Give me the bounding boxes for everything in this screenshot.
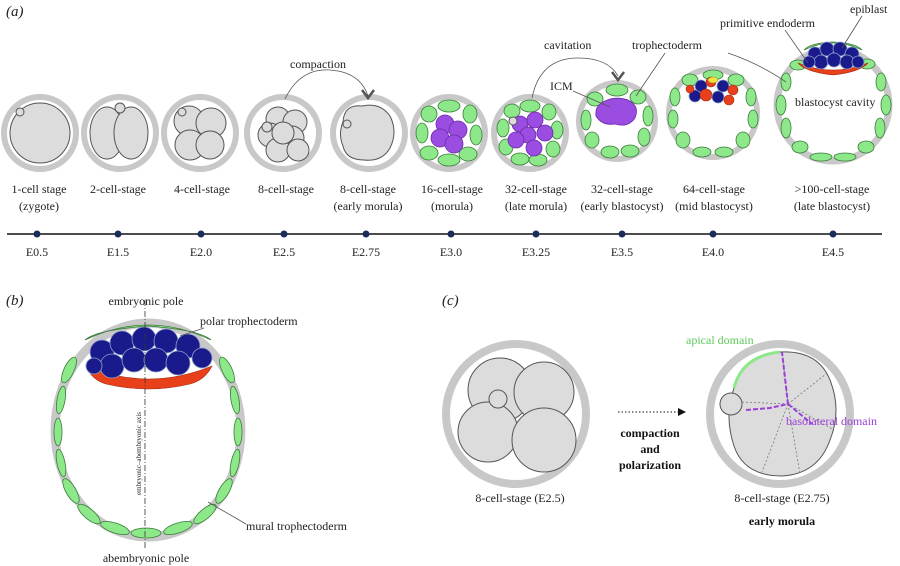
timeline-labels: E0.5 E1.5 E2.0 E2.5 E2.75 E3.0 E3.25 E3.…	[26, 245, 844, 259]
timeline-point	[709, 230, 717, 238]
blastocyst-cavity-label: blastocyst cavity	[795, 95, 875, 109]
primitive-endoderm-label: primitive endoderm	[720, 16, 816, 30]
trophectoderm-label: trophectoderm	[632, 38, 703, 52]
time-label: E3.5	[611, 245, 633, 259]
primitive-endoderm-leader	[784, 29, 809, 64]
c-early-morula-embryo	[706, 340, 854, 488]
stage-5-embryo	[330, 94, 408, 172]
cavitation-label: cavitation	[544, 38, 591, 52]
stage-2-name: 2-cell-stage	[90, 182, 146, 196]
polarization-arrowhead	[678, 408, 686, 416]
stage-1-sub: (zygote)	[19, 199, 59, 213]
timeline-point	[829, 230, 837, 238]
epiblast-label: epiblast	[850, 2, 888, 16]
stage-9-sub: (mid blastocyst)	[675, 199, 753, 213]
polar-trophectoderm-leader	[179, 327, 205, 337]
stage-4-embryo	[244, 94, 322, 172]
apical-domain-line	[732, 350, 781, 389]
stage-3-name: 4-cell-stage	[174, 182, 230, 196]
stage-6-embryo	[410, 94, 488, 172]
stage-8-sub: (early blastocyst)	[581, 199, 664, 213]
time-label: E4.5	[822, 245, 844, 259]
stage-3-embryo	[161, 94, 239, 172]
mural-trophectoderm-leader	[207, 501, 247, 525]
stage-10-embryo	[773, 41, 893, 165]
trophectoderm-leader-2	[727, 52, 787, 83]
timeline-ticks	[33, 230, 837, 238]
c-right-sublabel: early morula	[749, 514, 815, 528]
process-line-2: and	[640, 442, 660, 456]
timeline-point	[280, 230, 288, 238]
time-label: E3.0	[440, 245, 462, 259]
time-label: E1.5	[107, 245, 129, 259]
embryonic-pole-label: embryonic pole	[109, 294, 184, 308]
stage-9-embryo	[666, 66, 760, 160]
c-right-label: 8-cell-stage (E2.75)	[734, 491, 829, 505]
stage-9-name: 64-cell-stage	[683, 182, 745, 196]
stage-4-name: 8-cell-stage	[258, 182, 314, 196]
stage-7-sub: (late morula)	[505, 199, 567, 213]
cavitation-arrow	[531, 57, 619, 99]
trophectoderm-leader	[635, 52, 666, 97]
axis-label: embryonic–abembryonic axis	[135, 412, 143, 495]
stage-6-name: 16-cell-stage	[421, 182, 483, 196]
stage-7-name: 32-cell-stage	[505, 182, 567, 196]
c-8-cell-embryo	[442, 340, 590, 488]
stage-5-sub: (early morula)	[334, 199, 403, 213]
process-line-1: compaction	[620, 426, 680, 440]
time-label: E0.5	[26, 245, 48, 259]
stage-8-name: 32-cell-stage	[591, 182, 653, 196]
mural-trophectoderm-label: mural trophectoderm	[246, 519, 348, 533]
timeline-point	[447, 230, 455, 238]
stage-7-embryo	[491, 94, 569, 172]
stage-10-name: >100-cell-stage	[795, 182, 870, 196]
apical-domain-label: apical domain	[686, 333, 754, 347]
stage-1-embryo	[1, 94, 79, 172]
time-label: E3.25	[522, 245, 550, 259]
stage-5-name: 8-cell-stage	[340, 182, 396, 196]
epiblast-leader	[841, 15, 863, 49]
stage-labels: 1-cell stage (zygote) 2-cell-stage 4-cel…	[12, 182, 871, 213]
stage-1-name: 1-cell stage	[12, 182, 67, 196]
compaction-arrow	[284, 69, 369, 100]
icm-leader	[572, 90, 611, 108]
time-label: E2.0	[190, 245, 212, 259]
time-label: E2.5	[273, 245, 295, 259]
process-line-3: polarization	[619, 458, 681, 472]
stage-10-sub: (late blastocyst)	[794, 199, 870, 213]
compaction-label: compaction	[290, 57, 346, 71]
basolateral-domain-label: basolateral domain	[786, 414, 877, 428]
blastocyst-diagram	[50, 318, 246, 542]
panel-a-label: (a)	[6, 4, 24, 20]
panel-c-label: (c)	[442, 293, 459, 309]
time-label: E2.75	[352, 245, 380, 259]
timeline-point	[114, 230, 122, 238]
time-label: E4.0	[702, 245, 724, 259]
compaction-arrowhead	[361, 89, 375, 101]
timeline-point	[618, 230, 626, 238]
abembryonic-pole-label: abembryonic pole	[103, 551, 189, 565]
stage-6-sub: (morula)	[431, 199, 473, 213]
timeline-point	[532, 230, 540, 238]
polar-trophectoderm-label: polar trophectoderm	[200, 314, 298, 328]
stage-2-embryo	[81, 94, 159, 172]
stage-8-embryo	[576, 80, 658, 162]
timeline-point	[197, 230, 205, 238]
timeline-point	[33, 230, 41, 238]
icm-label: ICM	[550, 79, 573, 93]
cavitation-arrowhead	[611, 71, 625, 83]
timeline-point	[362, 230, 370, 238]
panel-b-label: (b)	[6, 293, 24, 309]
c-left-label: 8-cell-stage (E2.5)	[475, 491, 564, 505]
